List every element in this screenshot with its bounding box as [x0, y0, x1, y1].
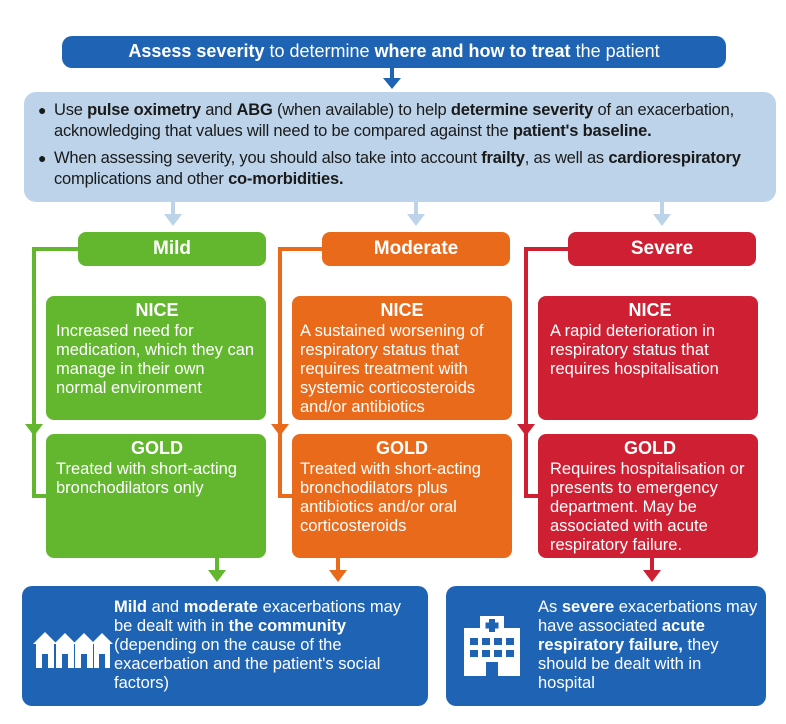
mild-nice-box: NICE Increased need for medication, whic…	[46, 296, 266, 420]
mild-side-line-bottom	[32, 494, 48, 498]
moderate-connector	[414, 202, 418, 216]
mild-gold-title: GOLD	[131, 438, 183, 458]
severe-side-arrowhead	[517, 424, 535, 436]
severe-gold-box: GOLD Requires hospitalisation or present…	[538, 434, 758, 558]
info-bullet-2: ● When assessing severity, you should al…	[38, 148, 764, 190]
mild-side-arrowhead	[25, 424, 43, 436]
moderate-side-line	[278, 247, 282, 498]
moderate-down-connector	[336, 558, 340, 572]
mild-nice-title: NICE	[135, 300, 179, 320]
top-bar-text-2: to determine	[264, 41, 375, 61]
moderate-header: Moderate	[322, 232, 510, 266]
severe-side-line-bottom	[524, 494, 540, 498]
mild-gold-text: Treated with short-acting bronchodilator…	[56, 460, 237, 497]
moderate-side-line-bottom	[278, 494, 294, 498]
severe-down-connector	[650, 558, 654, 572]
mild-connector	[171, 202, 175, 216]
mild-side-line-top	[32, 247, 80, 251]
bullet-dot: ●	[38, 102, 47, 118]
severe-gold-text: Requires hospitalisation or presents to …	[550, 460, 745, 554]
moderate-arrowhead	[407, 214, 425, 226]
severe-arrowhead	[653, 214, 671, 226]
severe-connector	[660, 202, 664, 216]
severe-nice-title: NICE	[628, 300, 672, 320]
moderate-nice-title: NICE	[380, 300, 424, 320]
bullet-dot: ●	[38, 150, 47, 166]
info-box: ● Use pulse oximetry and ABG (when avail…	[24, 92, 776, 202]
mild-nice-text: Increased need for medication, which the…	[56, 322, 255, 397]
hospital-text: As severe exacerbations may have associa…	[538, 598, 758, 692]
severe-down-arrowhead	[643, 570, 661, 582]
mild-arrowhead	[164, 214, 182, 226]
severe-side-line	[524, 247, 528, 498]
community-box: Mild and moderate exacerbations may be d…	[22, 586, 428, 706]
mild-down-arrowhead	[208, 570, 226, 582]
severe-side-line-top	[524, 247, 570, 251]
moderate-nice-text: A sustained worsening of respiratory sta…	[300, 322, 484, 416]
moderate-gold-title: GOLD	[376, 438, 428, 458]
houses-icon	[32, 628, 114, 672]
severe-nice-text: A rapid deterioration in respiratory sta…	[550, 322, 719, 378]
info-bullet-1-text: Use pulse oximetry and ABG (when availab…	[54, 101, 735, 140]
moderate-side-arrowhead	[271, 424, 289, 436]
hospital-icon	[460, 614, 524, 678]
hospital-box: As severe exacerbations may have associa…	[446, 586, 766, 706]
top-bar-text-1: Assess severity	[128, 41, 265, 61]
severe-gold-title: GOLD	[624, 438, 676, 458]
severe-nice-box: NICE A rapid deterioration in respirator…	[538, 296, 758, 420]
top-arrowhead	[383, 78, 401, 89]
mild-side-line	[32, 247, 36, 498]
moderate-side-line-top	[278, 247, 324, 251]
top-connector	[390, 68, 394, 80]
moderate-down-arrowhead	[329, 570, 347, 582]
info-bullet-1: ● Use pulse oximetry and ABG (when avail…	[38, 100, 764, 142]
moderate-gold-box: GOLD Treated with short-acting bronchodi…	[292, 434, 512, 558]
mild-down-connector	[215, 558, 219, 572]
mild-gold-box: GOLD Treated with short-acting bronchodi…	[46, 434, 266, 558]
info-bullet-2-text: When assessing severity, you should also…	[54, 149, 741, 188]
top-bar-text-4: the patient	[570, 41, 660, 61]
severe-header: Severe	[568, 232, 756, 266]
community-text: Mild and moderate exacerbations may be d…	[114, 598, 402, 692]
top-bar-text-3: where and how to treat	[374, 41, 571, 61]
mild-header: Mild	[78, 232, 266, 266]
moderate-nice-box: NICE A sustained worsening of respirator…	[292, 296, 512, 420]
moderate-gold-text: Treated with short-acting bronchodilator…	[300, 460, 481, 535]
top-bar: Assess severity to determine where and h…	[62, 36, 726, 68]
